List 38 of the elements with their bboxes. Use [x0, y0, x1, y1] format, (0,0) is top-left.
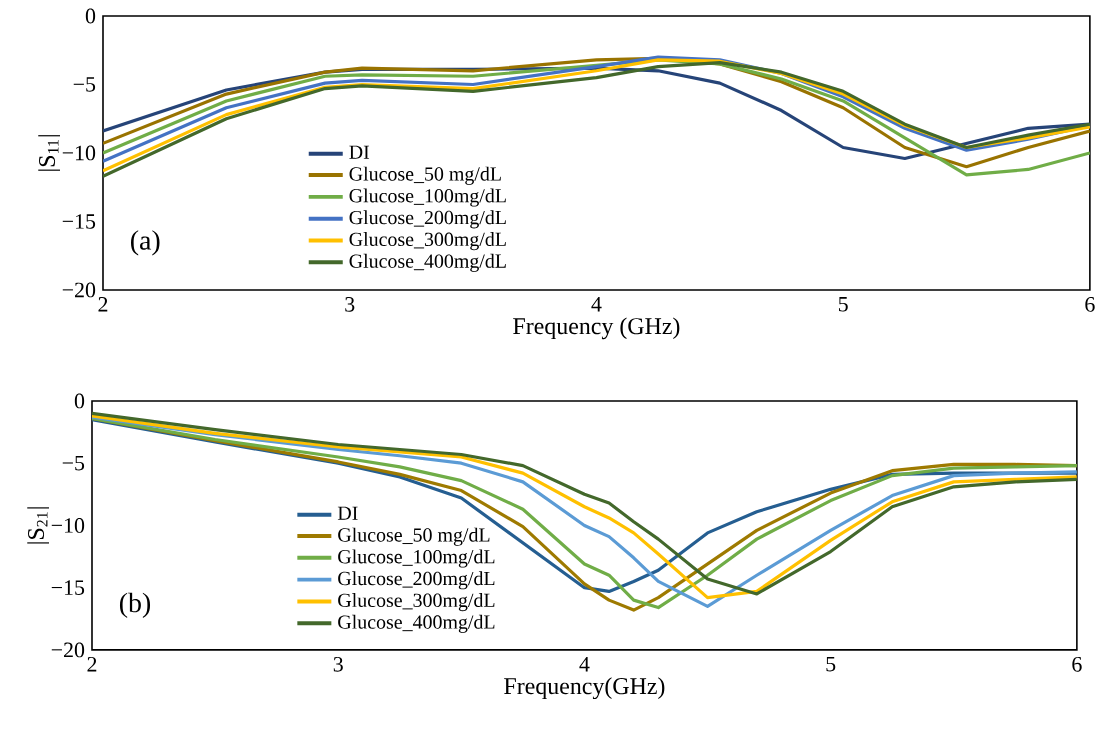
x-tick-label: 2: [98, 297, 108, 312]
legend-label: Glucose_200mg/dL: [349, 210, 506, 229]
x-tick-label: 4: [579, 657, 590, 672]
legend-label: Glucose_400mg/dL: [338, 614, 495, 633]
y-tick-label: −20: [51, 642, 85, 658]
x-tick-label: 5: [838, 297, 848, 312]
x-tick-label: 3: [333, 657, 343, 672]
legend-label: DI: [337, 506, 358, 520]
legend-label: Glucose_300mg/dL: [338, 593, 495, 612]
x-tick-label: 3: [345, 297, 355, 312]
legend-label: DI: [349, 145, 370, 159]
annotation: (b): [119, 592, 151, 619]
y-tick-label: −5: [62, 455, 85, 471]
x-axis-title: Frequency(GHz): [504, 677, 665, 700]
legend-label: Glucose_100mg/dL: [338, 549, 495, 568]
x-axis-title: Frequency (GHz): [513, 317, 680, 340]
y-tick-label: 0: [74, 393, 85, 409]
annotation: (a): [131, 230, 160, 256]
y-tick-label: −10: [51, 518, 85, 533]
y-tick-label: −15: [51, 580, 85, 596]
legend-label: Glucose_50 mg/dL: [338, 527, 490, 546]
x-tick-label: 6: [1085, 297, 1095, 312]
y-axis-title: |S$_{11}$|: [38, 135, 60, 171]
y-axis-title: |S$_{21}$|: [27, 507, 49, 544]
x-tick-label: 6: [1072, 657, 1082, 672]
y-tick-label: −5: [73, 77, 96, 92]
x-tick-label: 5: [826, 657, 836, 672]
legend-label: Glucose_50 mg/dL: [349, 166, 501, 185]
legend-label: Glucose_300mg/dL: [349, 232, 506, 251]
y-tick-label: −15: [62, 214, 96, 229]
x-tick-label: 2: [87, 657, 97, 672]
y-tick-label: −10: [62, 145, 96, 161]
y-tick-label: 0: [85, 8, 96, 24]
legend-label: Glucose_400mg/dL: [349, 253, 506, 272]
legend-label: Glucose_100mg/dL: [349, 188, 506, 207]
legend-label: Glucose_200mg/dL: [338, 571, 495, 590]
x-tick-label: 4: [591, 297, 602, 312]
y-tick-label: −20: [62, 282, 96, 298]
